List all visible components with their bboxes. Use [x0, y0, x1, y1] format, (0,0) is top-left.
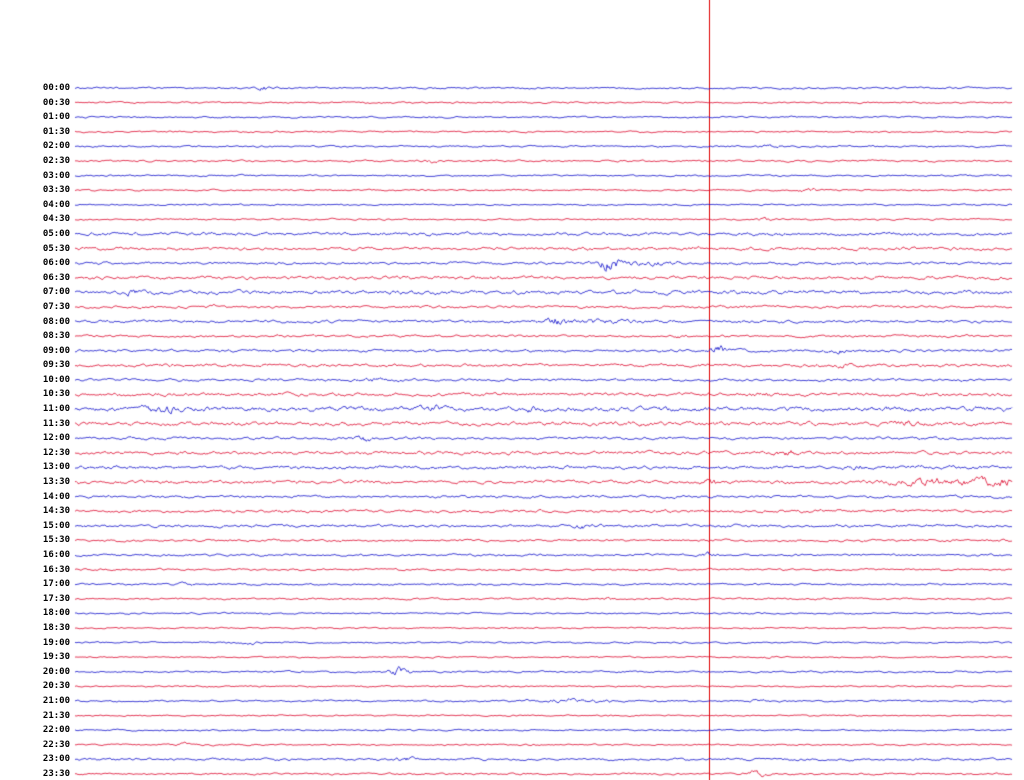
- row-time-label: 13:00: [42, 462, 70, 473]
- row-time-label: 21:00: [42, 695, 70, 706]
- row-time-label: 09:30: [42, 360, 70, 371]
- row-time-label: 02:00: [42, 141, 70, 152]
- row-time-label: 16:30: [42, 564, 70, 575]
- row-time-label: 12:30: [42, 447, 70, 458]
- row-time-label: 20:30: [42, 681, 70, 692]
- row-time-label: 03:30: [42, 185, 70, 196]
- row-time-label: 14:00: [42, 491, 70, 502]
- row-time-label: 02:30: [42, 155, 70, 166]
- row-time-label: 15:30: [42, 535, 70, 546]
- row-time-label: 10:30: [42, 389, 70, 400]
- row-time-label: 08:30: [42, 331, 70, 342]
- row-time-label: 17:00: [42, 579, 70, 590]
- row-time-label: 11:30: [42, 418, 70, 429]
- row-time-label: 00:00: [42, 83, 70, 93]
- row-time-label: 19:00: [42, 637, 70, 648]
- row-time-label: 19:30: [42, 652, 70, 663]
- row-time-label: 01:00: [42, 112, 70, 123]
- row-time-label: 05:00: [42, 228, 70, 239]
- row-time-label: 04:30: [42, 214, 70, 225]
- row-time-label: 10:00: [42, 374, 70, 385]
- row-time-label: 04:00: [42, 199, 70, 210]
- row-time-label: 06:30: [42, 272, 70, 283]
- row-time-label: 22:30: [42, 739, 70, 750]
- row-time-label: 18:30: [42, 623, 70, 633]
- row-time-label: 18:00: [42, 608, 70, 619]
- row-time-label: 06:00: [42, 258, 70, 269]
- row-time-label: 17:30: [42, 593, 70, 604]
- row-time-label: 00:30: [42, 97, 70, 108]
- row-time-label: 23:30: [42, 768, 70, 779]
- row-time-label: 16:00: [42, 550, 70, 561]
- row-time-label: 13:30: [42, 477, 70, 488]
- row-time-label: 22:00: [42, 725, 70, 736]
- row-time-label: 09:00: [42, 345, 70, 356]
- row-time-label: 08:00: [42, 316, 70, 327]
- row-time-label: 05:30: [42, 243, 70, 254]
- row-time-label: 11:00: [42, 404, 70, 415]
- row-time-label: 14:30: [42, 506, 70, 517]
- row-time-label: 20:00: [42, 666, 70, 677]
- row-time-label: 12:00: [42, 433, 70, 444]
- row-time-label: 07:00: [42, 287, 70, 298]
- row-time-label: 23:00: [42, 754, 70, 765]
- row-time-label: 01:30: [42, 126, 70, 137]
- row-time-label: 21:30: [42, 710, 70, 721]
- row-time-label: 15:00: [42, 520, 70, 531]
- row-time-label: 07:30: [42, 301, 70, 312]
- row-time-label: 03:00: [42, 170, 70, 181]
